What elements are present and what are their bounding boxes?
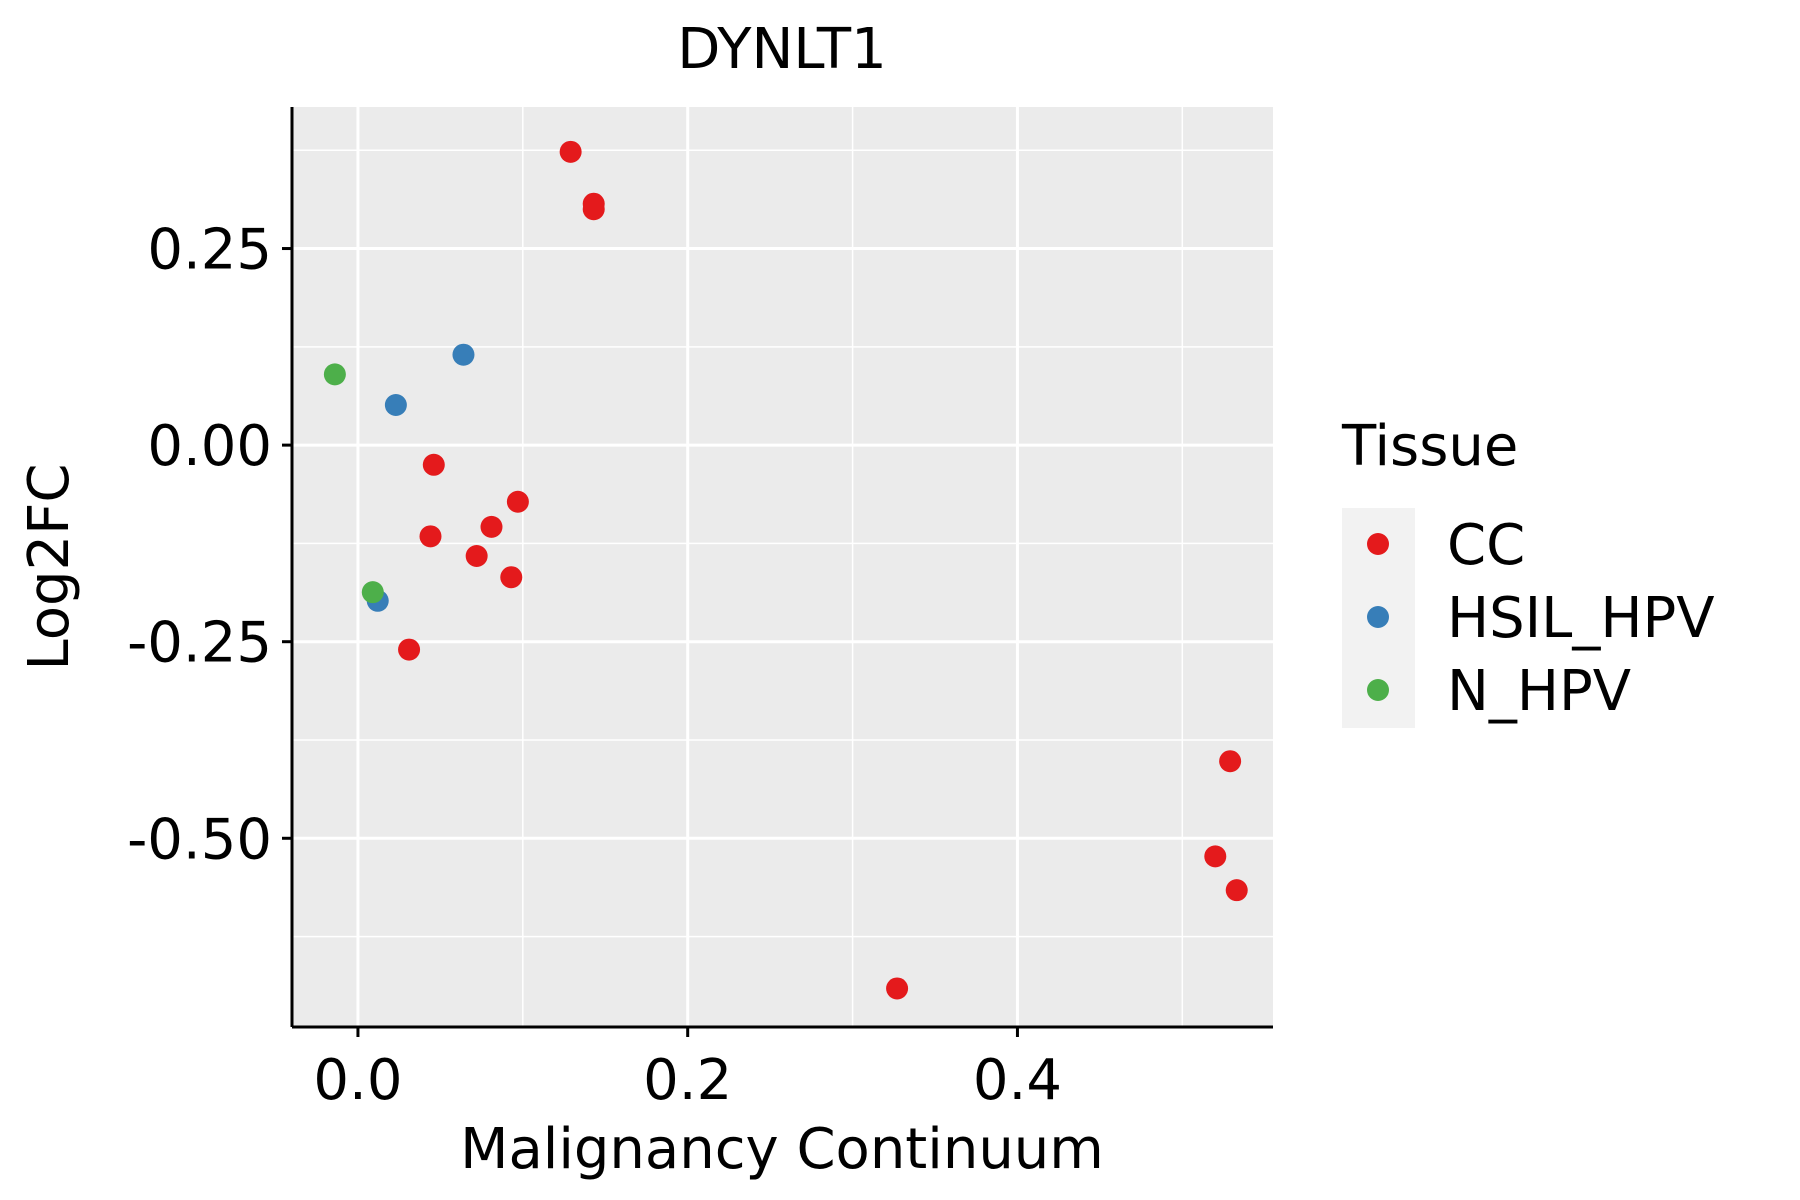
y-tick-label: 0.00 xyxy=(147,414,272,479)
legend: Tissue CC HSIL_HPV N_HPV xyxy=(1341,414,1715,728)
major-gridlines xyxy=(292,107,1273,1027)
point-cc xyxy=(422,453,445,476)
x-tick-label: 0.2 xyxy=(643,1048,732,1113)
point-n-hpv xyxy=(323,363,346,386)
point-cc xyxy=(506,490,529,513)
x-tick-label: 0.0 xyxy=(313,1048,402,1113)
point-cc xyxy=(419,525,442,548)
point-cc xyxy=(886,977,909,1000)
y-axis-title: Log2FC xyxy=(17,464,82,671)
legend-items: CC HSIL_HPV N_HPV xyxy=(1367,513,1715,724)
y-tick-label: 0.25 xyxy=(147,218,272,283)
plot-panel xyxy=(292,107,1273,1027)
legend-key-hsil-hpv xyxy=(1367,606,1389,628)
legend-key-cc xyxy=(1367,533,1389,555)
point-cc xyxy=(398,638,421,661)
point-hsil-hpv xyxy=(452,343,475,366)
minor-gridlines xyxy=(292,107,1273,1027)
point-cc xyxy=(1219,750,1242,773)
point-cc xyxy=(480,515,503,538)
y-tick-label: -0.50 xyxy=(127,807,272,872)
x-axis-title: Malignancy Continuum xyxy=(460,1117,1104,1182)
chart-title: DYNLT1 xyxy=(677,17,886,82)
point-cc xyxy=(500,566,523,589)
point-cc xyxy=(1204,845,1227,868)
point-n-hpv xyxy=(361,581,384,604)
y-axis-ticks: -0.50 -0.25 0.00 0.25 xyxy=(127,218,292,872)
point-cc xyxy=(582,198,605,221)
legend-label-hsil-hpv: HSIL_HPV xyxy=(1447,586,1715,651)
legend-label-cc: CC xyxy=(1447,513,1525,578)
data-points xyxy=(323,140,1248,1000)
x-axis-ticks: 0.0 0.2 0.4 xyxy=(313,1027,1062,1113)
point-hsil-hpv xyxy=(384,394,407,417)
legend-key-n-hpv xyxy=(1367,679,1389,701)
legend-label-n-hpv: N_HPV xyxy=(1447,659,1631,724)
legend-title: Tissue xyxy=(1341,414,1518,479)
x-tick-label: 0.4 xyxy=(973,1048,1062,1113)
point-cc xyxy=(465,544,488,567)
point-cc xyxy=(559,140,582,163)
point-cc xyxy=(1225,879,1248,902)
y-tick-label: -0.25 xyxy=(127,611,272,676)
